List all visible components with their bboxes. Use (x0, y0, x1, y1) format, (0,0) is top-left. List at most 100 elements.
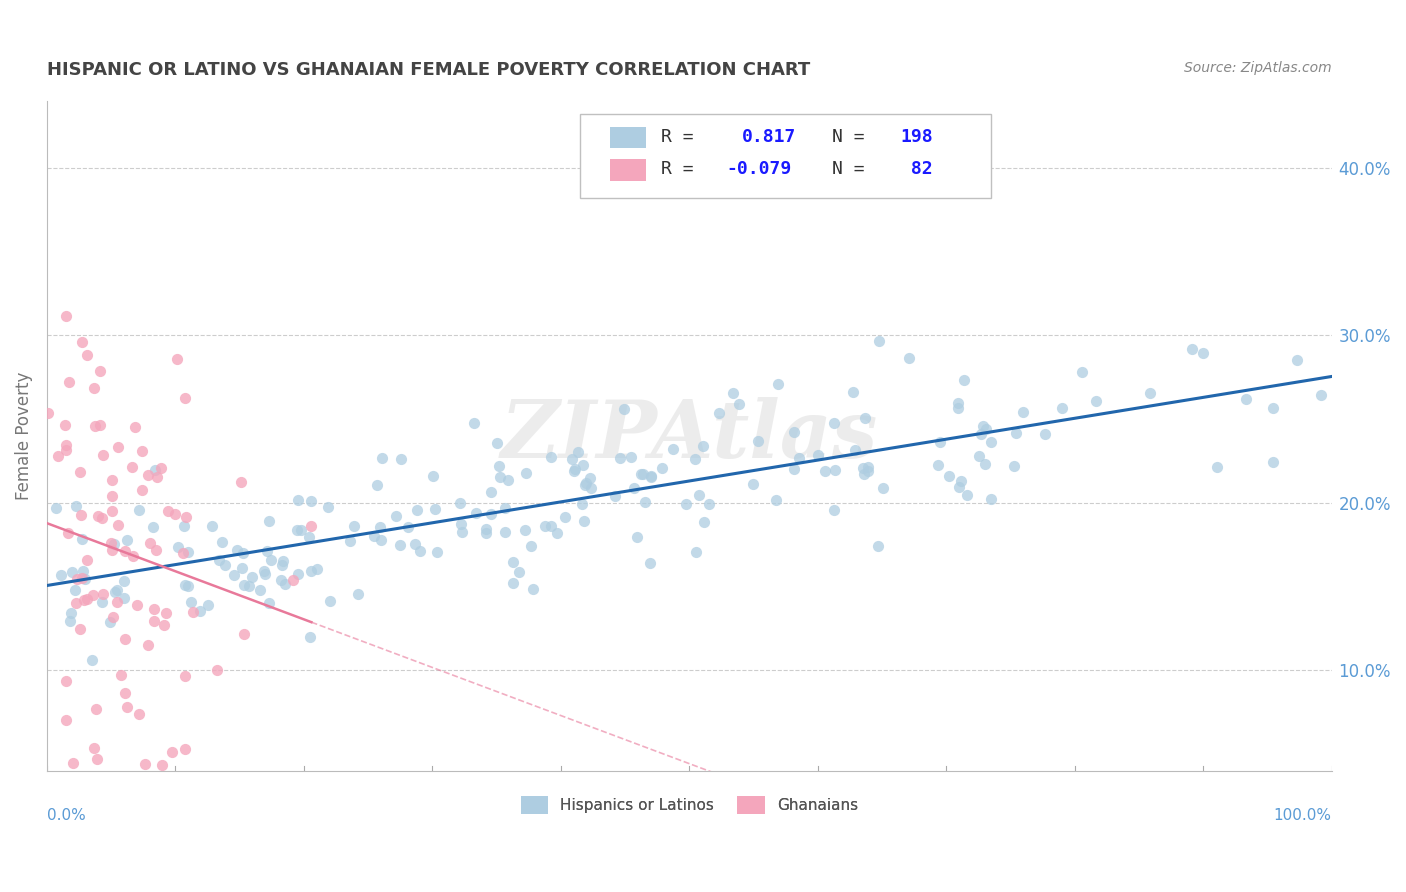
Point (823, 503, 845, 517)
Point (238, 579, 260, 593)
Point (396, 520, 419, 534)
Point (1050, 401, 1073, 415)
Point (388, 538, 411, 552)
Point (1234, 392, 1257, 406)
Point (224, 568, 246, 582)
Point (225, 542, 247, 557)
Point (574, 478, 596, 492)
Point (540, 450, 562, 464)
Point (938, 468, 960, 483)
Text: Source: ZipAtlas.com: Source: ZipAtlas.com (1184, 61, 1331, 75)
Point (1139, 386, 1161, 401)
Point (283, 573, 305, 587)
Point (155, 606, 177, 620)
Point (488, 470, 510, 484)
Point (65, 582, 87, 597)
Point (316, 500, 339, 515)
Point (233, 578, 256, 592)
Point (136, 468, 159, 483)
Point (465, 507, 488, 521)
Point (479, 484, 502, 499)
Point (143, 601, 166, 615)
Point (475, 522, 498, 536)
FancyBboxPatch shape (610, 159, 645, 180)
Point (55, 438, 77, 452)
Point (898, 351, 921, 365)
Point (114, 544, 136, 558)
Point (128, 706, 150, 721)
Point (1084, 394, 1107, 409)
Point (449, 496, 471, 510)
Point (972, 419, 994, 434)
Point (160, 745, 183, 759)
Point (121, 459, 143, 474)
Point (101, 473, 124, 487)
Point (229, 475, 252, 489)
Point (451, 524, 474, 539)
Point (82, 588, 104, 602)
Point (259, 595, 281, 609)
Point (89, 364, 111, 378)
Point (174, 578, 197, 592)
Point (697, 497, 720, 511)
Point (101, 489, 124, 503)
Point (107, 440, 129, 454)
Point (110, 667, 132, 681)
Point (65, 499, 87, 513)
Point (853, 411, 876, 425)
Point (844, 443, 866, 458)
Point (1206, 459, 1229, 474)
Point (579, 481, 602, 495)
Point (980, 435, 1002, 450)
Point (853, 467, 876, 482)
Point (174, 741, 197, 756)
Text: 0.817: 0.817 (742, 128, 796, 145)
Point (389, 452, 412, 467)
Point (173, 519, 195, 533)
Point (253, 564, 276, 578)
Point (783, 461, 806, 475)
Text: N =: N = (832, 160, 876, 178)
Point (91, 448, 114, 462)
Point (856, 465, 879, 479)
Point (613, 402, 636, 417)
Point (494, 500, 516, 515)
Point (450, 517, 472, 532)
Point (1263, 455, 1285, 469)
Point (287, 524, 309, 538)
Text: 82: 82 (900, 160, 932, 178)
Point (1310, 388, 1333, 402)
Point (948, 480, 970, 494)
Point (177, 579, 200, 593)
Point (747, 434, 769, 449)
Point (142, 614, 165, 628)
Point (564, 462, 586, 476)
Point (626, 531, 648, 545)
Point (519, 539, 541, 553)
Point (65, 596, 87, 610)
Point (128, 503, 150, 517)
Point (153, 618, 176, 632)
Point (117, 699, 139, 714)
Text: HISPANIC OR LATINO VS GHANAIAN FEMALE POVERTY CORRELATION CHART: HISPANIC OR LATINO VS GHANAIAN FEMALE PO… (46, 61, 810, 78)
Point (299, 493, 322, 508)
Point (51, 568, 73, 582)
Point (89, 417, 111, 432)
Point (103, 537, 125, 551)
Point (633, 467, 655, 481)
Point (72, 592, 94, 607)
Point (104, 584, 127, 599)
Point (1071, 365, 1094, 379)
Point (640, 469, 662, 483)
Point (231, 560, 253, 574)
Point (249, 582, 271, 597)
Point (634, 494, 657, 508)
Point (136, 638, 159, 652)
Point (675, 497, 697, 511)
Point (496, 474, 519, 488)
Point (688, 488, 710, 502)
Point (69, 465, 91, 479)
Point (60, 565, 83, 579)
Point (83, 740, 105, 755)
Point (53, 417, 76, 432)
